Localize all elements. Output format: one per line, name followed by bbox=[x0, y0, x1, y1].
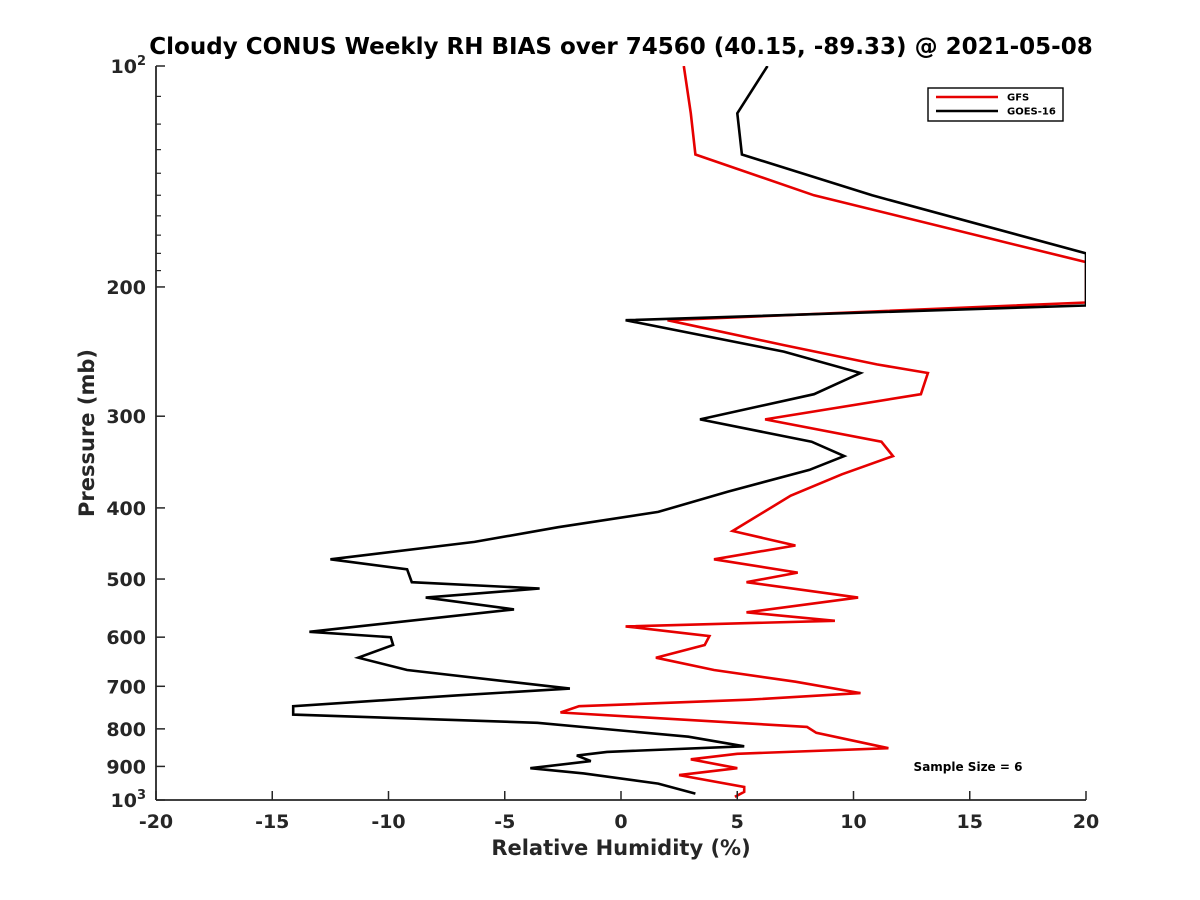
chart-title: Cloudy CONUS Weekly RH BIAS over 74560 (… bbox=[149, 34, 1092, 60]
y-tick-label: 600 bbox=[106, 627, 146, 649]
x-tick-label: -10 bbox=[371, 811, 405, 833]
y-tick-label: 700 bbox=[106, 676, 146, 698]
series-line-goes-16 bbox=[291, 66, 1086, 795]
x-tick-label: -5 bbox=[494, 811, 515, 833]
legend-box bbox=[927, 87, 1064, 122]
y-tick-label: 900 bbox=[106, 756, 146, 778]
series-line-gfs bbox=[560, 66, 1086, 798]
x-tick-label: 10 bbox=[840, 811, 866, 833]
y-tick-label: 400 bbox=[106, 498, 146, 520]
y-axis-label: Pressure (mb) bbox=[75, 349, 99, 517]
x-tick-label: 20 bbox=[1073, 811, 1099, 833]
sample-size-annotation: Sample Size = 6 bbox=[914, 760, 1023, 774]
plot-area bbox=[291, 66, 1086, 798]
y-tick-label: 800 bbox=[106, 719, 146, 741]
legend-label: GOES-16 bbox=[1007, 107, 1056, 118]
y-tick-label: 300 bbox=[106, 406, 146, 428]
axes: -20 -15 -10 -5 0 5 10 15 20 102 200 300 400 500 600 700… bbox=[106, 54, 1099, 833]
x-tick-label: -15 bbox=[255, 811, 289, 833]
legend: GFS GOES-16 bbox=[927, 87, 1064, 122]
x-tick-label: -20 bbox=[139, 811, 173, 833]
x-tick-label: 0 bbox=[614, 811, 627, 833]
legend-label: GFS bbox=[1007, 93, 1029, 104]
x-tick-label: 5 bbox=[731, 811, 744, 833]
x-axis-label: Relative Humidity (%) bbox=[491, 836, 750, 860]
y-tick-label: 200 bbox=[106, 277, 146, 299]
y-tick-label: 103 bbox=[111, 788, 147, 812]
y-tick-label: 102 bbox=[111, 54, 147, 78]
y-tick-label: 500 bbox=[106, 569, 146, 591]
x-tick-label: 15 bbox=[957, 811, 983, 833]
